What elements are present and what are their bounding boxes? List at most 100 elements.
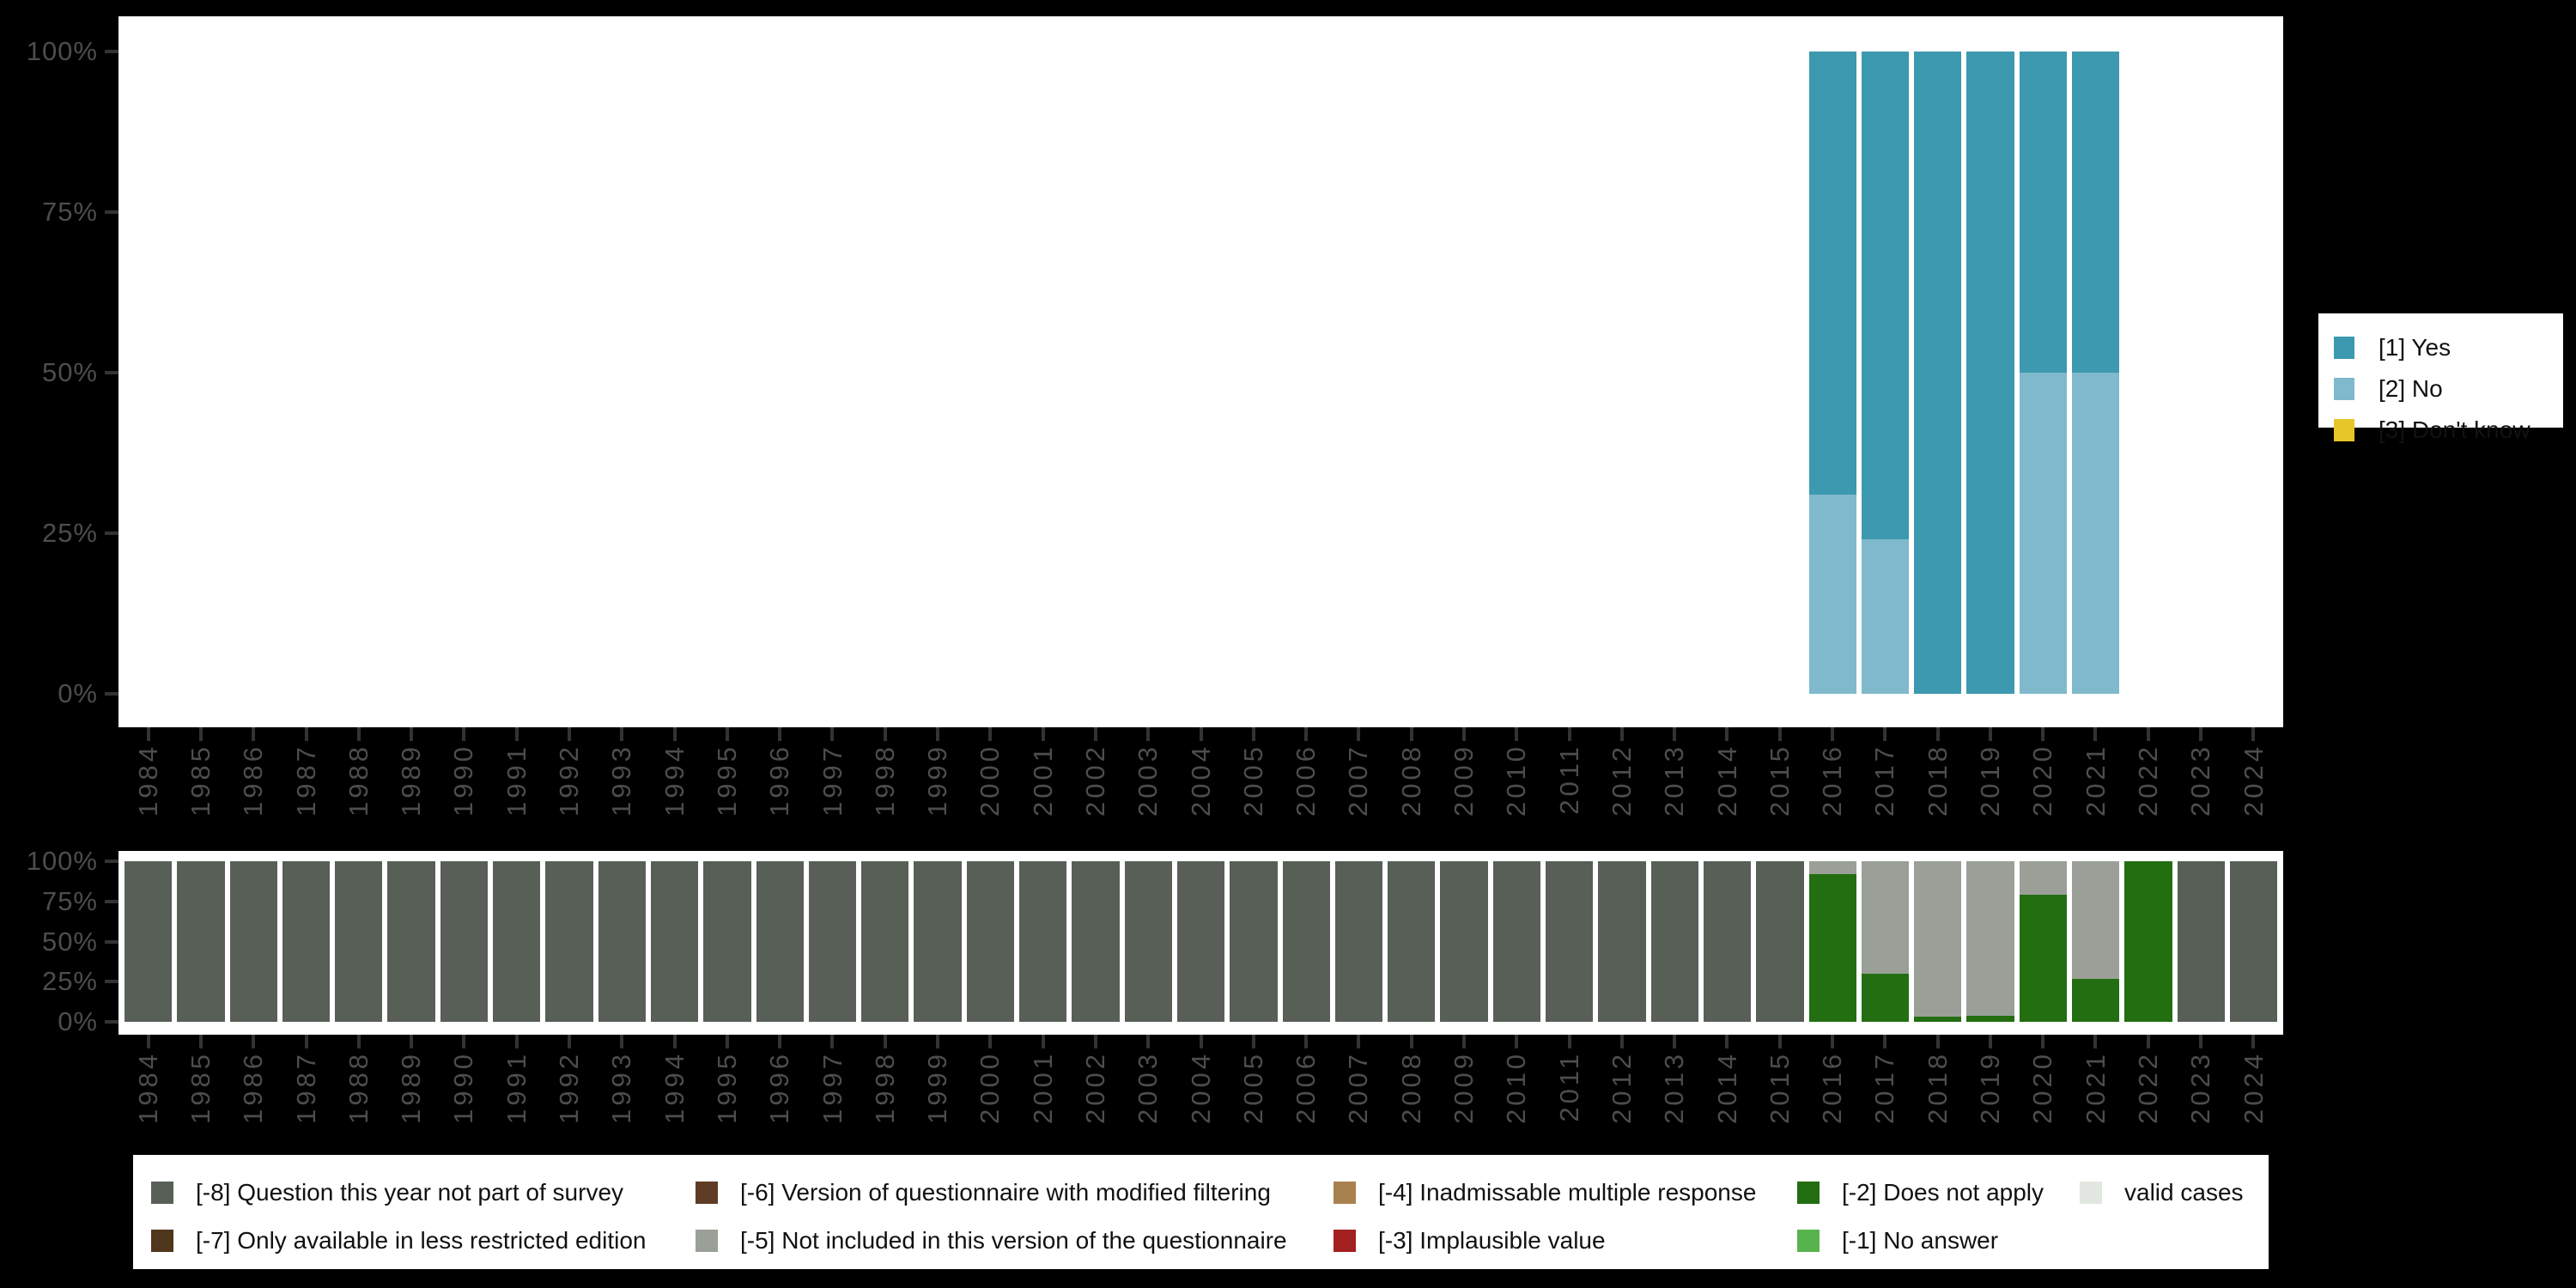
x-tick xyxy=(1041,1035,1045,1048)
bar-segment-does-not-apply xyxy=(1808,873,1856,1022)
x-tick xyxy=(1251,727,1255,741)
x-tick-slot: 1992 xyxy=(543,744,595,829)
x-tick-slot: 2009 xyxy=(1437,1051,1490,1137)
x-tick xyxy=(778,727,782,741)
x-tick xyxy=(304,727,308,741)
bar-2024 xyxy=(2227,52,2280,694)
x-tick-slot: 2022 xyxy=(2122,1051,2174,1137)
bar-2004 xyxy=(1175,861,1227,1022)
x-tick xyxy=(672,1035,677,1048)
x-tick-slot: 1995 xyxy=(701,1051,753,1137)
x-tick-label-1996: 1996 xyxy=(764,744,795,817)
x-tick xyxy=(830,727,835,741)
bar-2002 xyxy=(1069,861,1121,1022)
bar-1991 xyxy=(490,861,543,1022)
bar-segment-yes xyxy=(2071,52,2120,373)
x-tick-label-2000: 2000 xyxy=(975,744,1005,817)
bar-1992 xyxy=(543,52,595,694)
legend-item-label: [1] Yes xyxy=(2379,334,2451,361)
x-tick xyxy=(1673,1035,1677,1048)
y-tick-label: 0% xyxy=(58,1006,98,1036)
missing-chart-panel xyxy=(118,851,2283,1035)
x-tick xyxy=(883,727,887,741)
bar-segment-not-part-of-survey xyxy=(493,861,541,1022)
y-tick-label: 100% xyxy=(26,846,98,876)
bar-2009 xyxy=(1437,52,1490,694)
x-tick xyxy=(1146,727,1151,741)
x-tick-label-1991: 1991 xyxy=(501,744,532,817)
x-tick xyxy=(1093,727,1097,741)
legend-item-missing: [-4] Inadmissable multiple response xyxy=(1334,1179,1756,1206)
bar-2011 xyxy=(1543,52,1595,694)
x-tick xyxy=(672,727,677,741)
x-tick-label-2018: 2018 xyxy=(1922,1051,1953,1124)
bar-2012 xyxy=(1595,861,1648,1022)
bar-2003 xyxy=(1122,52,1175,694)
x-tick-slot: 1993 xyxy=(596,1051,648,1137)
x-tick-label-1986: 1986 xyxy=(238,744,269,817)
bar-segment-not-part-of-survey xyxy=(440,861,489,1022)
x-tick-label-2017: 2017 xyxy=(1869,744,1900,817)
x-tick xyxy=(567,1035,571,1048)
bar-2010 xyxy=(1491,861,1543,1022)
x-tick xyxy=(198,1035,203,1048)
x-tick-slot: 2000 xyxy=(964,1051,1017,1137)
x-tick-label-1993: 1993 xyxy=(606,1051,637,1124)
bar-2016 xyxy=(1807,861,1859,1022)
bar-2022 xyxy=(2122,861,2174,1022)
bar-2018 xyxy=(1911,861,1964,1022)
y-tick-label: 50% xyxy=(41,926,98,957)
x-tick-slot: 1990 xyxy=(438,1051,490,1137)
x-tick-slot: 1989 xyxy=(385,1051,437,1137)
x-tick xyxy=(1357,727,1361,741)
legend-swatch xyxy=(151,1182,173,1204)
x-tick-label-2019: 2019 xyxy=(1975,744,2006,817)
bar-segment-not-part-of-survey xyxy=(1703,861,1752,1022)
x-tick-slot: 2014 xyxy=(1701,1051,1753,1137)
x-tick xyxy=(988,727,993,741)
x-tick-slot: 2002 xyxy=(1069,744,1121,829)
y-tick-label: 0% xyxy=(58,678,98,708)
missing-legend-column: [-6] Version of questionnaire with modif… xyxy=(696,1155,1287,1255)
missing-chart-bars xyxy=(122,861,2280,1022)
x-tick-label-2006: 2006 xyxy=(1291,744,1321,817)
x-tick xyxy=(1883,727,1887,741)
x-tick-slot: 1996 xyxy=(754,744,806,829)
legend-swatch xyxy=(1334,1182,1356,1204)
bar-segment-yes xyxy=(1861,52,1910,540)
x-tick-slot: 2006 xyxy=(1280,744,1333,829)
bar-1984 xyxy=(122,861,174,1022)
x-tick-slot: 2024 xyxy=(2227,744,2280,829)
bar-segment-not-part-of-survey xyxy=(1492,861,1541,1022)
x-tick-slot: 2004 xyxy=(1175,1051,1227,1137)
legend-swatch xyxy=(1797,1230,1820,1252)
bar-segment-not-included xyxy=(2071,861,2120,979)
x-tick-label-2022: 2022 xyxy=(2132,744,2163,817)
x-tick-slot: 2008 xyxy=(1385,1051,1437,1137)
bar-segment-not-part-of-survey xyxy=(2229,861,2278,1022)
x-tick-slot: 1991 xyxy=(490,744,543,829)
x-tick-slot: 2007 xyxy=(1333,1051,1385,1137)
legend-swatch xyxy=(151,1230,173,1252)
bar-2001 xyxy=(1017,861,1069,1022)
bar-2006 xyxy=(1280,52,1333,694)
x-tick-slot: 2006 xyxy=(1280,1051,1333,1137)
bar-1989 xyxy=(385,861,437,1022)
x-tick xyxy=(462,727,466,741)
legend-item-label: [-4] Inadmissable multiple response xyxy=(1378,1179,1757,1206)
x-tick-slot: 2021 xyxy=(2069,744,2122,829)
bar-2015 xyxy=(1753,861,1806,1022)
x-tick-slot: 2017 xyxy=(1859,1051,1911,1137)
x-tick-label-1996: 1996 xyxy=(764,1051,795,1124)
legend-swatch xyxy=(1797,1182,1820,1204)
x-tick-slot: 1992 xyxy=(543,1051,595,1137)
x-tick-slot: 2008 xyxy=(1385,744,1437,829)
bar-1990 xyxy=(438,52,490,694)
bar-2011 xyxy=(1543,861,1595,1022)
x-tick-label-2003: 2003 xyxy=(1133,1051,1163,1124)
x-tick-label-2023: 2023 xyxy=(2185,744,2216,817)
x-tick xyxy=(620,1035,624,1048)
bar-2019 xyxy=(1964,861,2016,1022)
x-tick-label-2004: 2004 xyxy=(1185,1051,1216,1124)
x-tick xyxy=(356,727,361,741)
